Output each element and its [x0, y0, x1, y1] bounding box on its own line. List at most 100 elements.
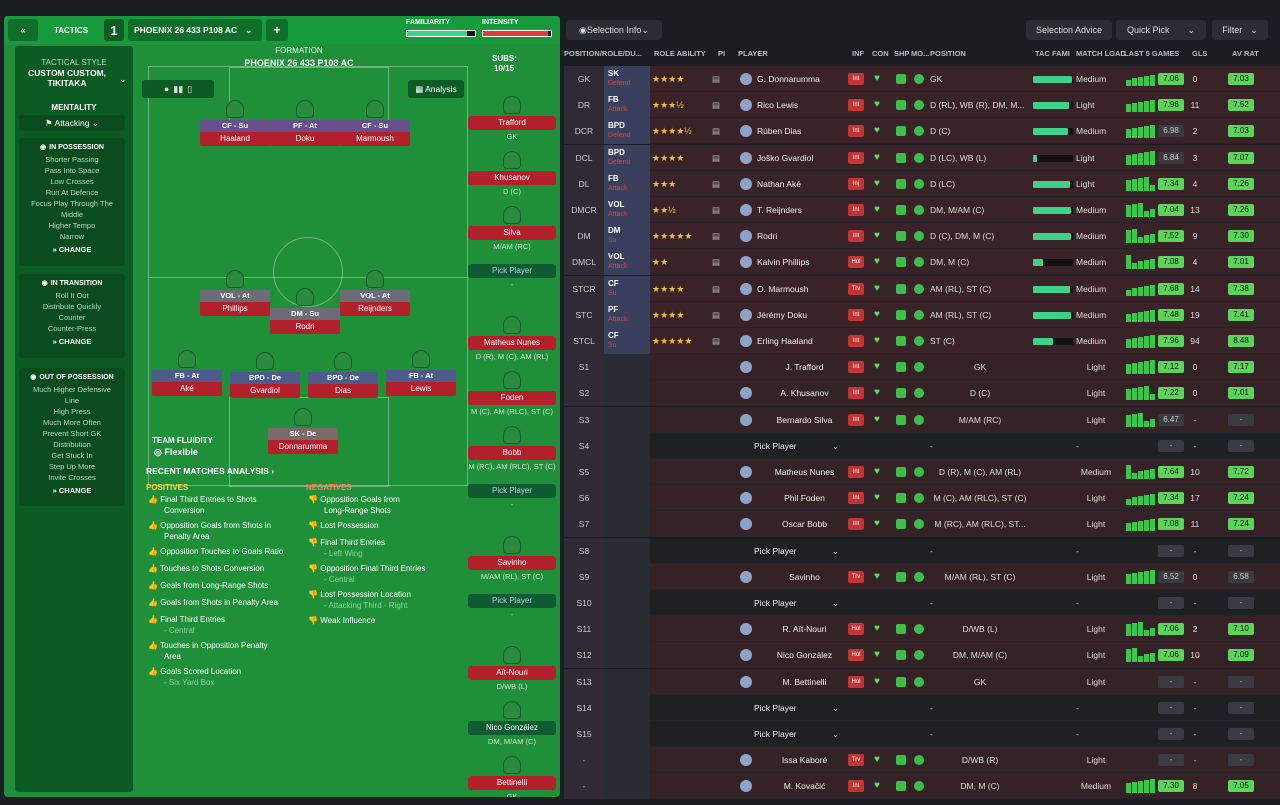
pi-icon[interactable]: ▤	[712, 152, 721, 163]
table-row[interactable]: - M. Kovačić Int ♥ DM, M (C) Medium 7.30 8 7.05	[564, 773, 1280, 800]
sub-slot[interactable]: Bobb M (RC), AM (RLC), ST (C)	[468, 426, 556, 471]
table-row[interactable]: STC PF Attack ★★★★ ▤ Jérémy Doku Int ♥ AM (RL), …	[564, 301, 1280, 328]
style-value[interactable]: CUSTOM CUSTOM, TIKITAKA	[27, 68, 107, 88]
sub-slot-empty[interactable]: Pick Player -	[468, 264, 556, 289]
table-row[interactable]: S8 Pick Player ⌄ - - - - -	[564, 537, 1280, 564]
header-pi[interactable]: PI	[718, 49, 726, 58]
player-name-cell[interactable]: Nathan Aké	[757, 178, 801, 189]
player-slot-dmcr[interactable]: VOL - At Reijnders	[340, 270, 410, 316]
pick-player-select[interactable]: Pick Player	[754, 729, 797, 739]
player-name-cell[interactable]: A. Khusanov	[780, 388, 829, 399]
pi-icon[interactable]: ▤	[712, 257, 721, 268]
table-row[interactable]: S5 Matheus Nunes Int ♥ D (R), M (C), AM (RL)…	[564, 459, 1280, 485]
player-name-cell[interactable]: Matheus Nunes	[774, 467, 835, 477]
player-name-cell[interactable]: Savinho	[789, 571, 820, 582]
table-row[interactable]: DCL BPD Defend ★★★★ ▤ Joško Gvardiol Int ♥ D (LC…	[564, 144, 1280, 171]
pi-icon[interactable]: ▤	[712, 178, 721, 189]
header-shp[interactable]: SHP	[894, 49, 910, 58]
tactic-select[interactable]: PHOENIX 26 433 P108 AC ⌄	[128, 19, 262, 41]
pick-player-select[interactable]: Pick Player	[468, 594, 556, 608]
table-row[interactable]: DMCR VOL Attack ★★½ ▤ T. Reijnders Int ♥ DM, M/A…	[564, 197, 1280, 223]
filter-button[interactable]: Filter ⌄	[1212, 20, 1268, 40]
table-row[interactable]: DCR BPD Defend ★★★★½ ▤ Rúben Dias Int ♥ D (C) Med…	[564, 118, 1280, 145]
player-name-cell[interactable]: Rico Lewis	[757, 100, 799, 111]
table-row[interactable]: S6 Phil Foden Int ♥ M (C), AM (RLC), ST (C) L…	[564, 485, 1280, 512]
header-last5[interactable]: LAST 5 GAMES	[1124, 49, 1180, 58]
player-slot-dm[interactable]: DM - Su Rodri	[270, 288, 340, 334]
player-slot-dmcl[interactable]: VOL - At Phillips	[200, 270, 270, 316]
pi-icon[interactable]: ▤	[712, 205, 721, 215]
pick-player-select[interactable]: Pick Player	[468, 264, 556, 278]
player-slot-dl[interactable]: FB - At Aké	[152, 350, 222, 396]
add-tactic-button[interactable]: +	[266, 19, 288, 41]
pick-player-select[interactable]: Pick Player	[468, 484, 556, 498]
role-cell[interactable]: CF Su	[604, 275, 650, 302]
table-row[interactable]: STCL CF Su ★★★★★ ▤ Erling Haaland Int ♥ ST (C) Me…	[564, 328, 1280, 354]
chevron-down-icon[interactable]: ⌄	[832, 545, 840, 556]
header-av-rat[interactable]: AV RAT	[1232, 49, 1259, 58]
header-position[interactable]: POSITION/ROLE/DU...	[564, 49, 642, 58]
player-slot-dcr[interactable]: BPD - De Dias	[308, 352, 378, 398]
header-mo[interactable]: MO...	[911, 49, 930, 58]
table-row[interactable]: S9 Savinho Trv ♥ M/AM (RL), ST (C) Light 6.52 0…	[564, 563, 1280, 590]
recent-analysis-link[interactable]: RECENT MATCHES ANALYSIS ›	[146, 466, 275, 476]
table-row[interactable]: S1 J. Trafford Int ♥ GK Light 7.12 0 7.17	[564, 354, 1280, 381]
chevron-down-icon[interactable]: ⌄	[832, 729, 840, 739]
table-row[interactable]: S4 Pick Player ⌄ - - - - -	[564, 432, 1280, 459]
player-name-cell[interactable]: O. Marmoush	[757, 283, 809, 294]
role-cell[interactable]: BPD Defend	[604, 118, 650, 145]
header-match-load[interactable]: MATCH LOAD	[1076, 49, 1126, 58]
pick-player-select[interactable]: Pick Player	[754, 598, 797, 608]
player-name-cell[interactable]: Kalvin Phillips	[757, 257, 810, 268]
chart-icon[interactable]: ▮▮	[173, 83, 184, 94]
selection-info-button[interactable]: ◉ Selection Info ⌄	[566, 20, 662, 40]
role-cell[interactable]: FB Attack	[604, 92, 650, 119]
chevron-down-icon[interactable]: ⌄	[832, 440, 840, 451]
table-row[interactable]: S10 Pick Player ⌄ - - - - -	[564, 590, 1280, 616]
info-icon[interactable]: ●	[163, 84, 170, 94]
chevron-down-icon[interactable]: ⌄	[119, 74, 127, 84]
pi-icon[interactable]: ▤	[712, 231, 721, 242]
role-cell[interactable]: DM Su	[604, 223, 650, 250]
pi-icon[interactable]: ▤	[712, 283, 721, 294]
header-player[interactable]: PLAYER	[738, 49, 768, 58]
table-row[interactable]: S7 Oscar Bobb Int ♥ M (RC), AM (RLC), ST... L…	[564, 511, 1280, 538]
player-name-cell[interactable]: Issa Kaboré	[781, 755, 828, 766]
pi-icon[interactable]: ▤	[712, 126, 721, 137]
table-row[interactable]: S14 Pick Player ⌄ - - - - -	[564, 694, 1280, 721]
table-row[interactable]: S3 Bernardo Silva Int ♥ M/AM (RC) Light 6.47- -	[564, 406, 1280, 433]
header-tac-fami[interactable]: TAC FAMI	[1035, 49, 1070, 58]
table-row[interactable]: DMCL VOL Attack ★★ ▤ Kalvin Phillips Hol ♥ DM, M…	[564, 249, 1280, 276]
out-of-possession-change-button[interactable]: » CHANGE	[52, 486, 92, 495]
player-name-cell[interactable]: Erling Haaland	[757, 336, 813, 346]
sub-slot[interactable]: Khusanov D (C)	[468, 151, 556, 196]
role-cell[interactable]: CF Su	[604, 328, 650, 354]
player-slot-stc[interactable]: PF - At Doku	[270, 100, 340, 146]
header-pos[interactable]: POSITION	[930, 49, 966, 58]
sub-slot[interactable]: Silva M/AM (RC)	[468, 206, 556, 251]
pitch-icon[interactable]: ▯	[187, 83, 193, 94]
table-row[interactable]: STCR CF Su ★★★★ ▤ O. Marmoush Trv ♥ AM (RL), ST …	[564, 275, 1280, 302]
role-cell[interactable]: FB Attack	[604, 170, 650, 197]
role-cell[interactable]: BPD Defend	[604, 144, 650, 171]
chevron-down-icon[interactable]: ⌄	[832, 598, 840, 608]
sub-slot[interactable]: Nico González DM, M/AM (C)	[468, 701, 556, 746]
player-slot-stcl[interactable]: CF - Su Haaland	[200, 100, 270, 146]
formation-name[interactable]: PHOENIX 26 433 P108 AC	[244, 58, 354, 68]
player-name-cell[interactable]: Joško Gvardiol	[757, 152, 814, 163]
table-row[interactable]: S11 R. Aït-Nouri Hol ♥ D/WB (L) Light 7.06 2 7.1…	[564, 616, 1280, 643]
role-cell[interactable]: PF Attack	[604, 301, 650, 328]
player-name-cell[interactable]: M. Bettinelli	[782, 676, 827, 687]
in-transition-change-button[interactable]: » CHANGE	[52, 337, 92, 346]
player-name-cell[interactable]: Nico González	[776, 650, 833, 661]
sub-slot-empty[interactable]: Pick Player -	[468, 594, 556, 619]
player-name-cell[interactable]: Phil Foden	[784, 493, 825, 504]
player-name-cell[interactable]: M. Kovačić	[783, 781, 826, 792]
sub-slot[interactable]: Aït-Nouri D/WB (L)	[468, 646, 556, 691]
sub-slot[interactable]: Savinho M/AM (RL), ST (C)	[468, 536, 556, 581]
selection-advice-button[interactable]: Selection Advice	[1026, 20, 1112, 40]
mentality-select[interactable]: ⚑ Attacking ⌄	[19, 115, 125, 131]
pick-player-select[interactable]: Pick Player	[754, 440, 797, 451]
in-possession-change-button[interactable]: » CHANGE	[52, 245, 92, 254]
table-row[interactable]: DL FB Attack ★★★ ▤ Nathan Aké Inj ♥ D (LC) Light 7…	[564, 170, 1280, 197]
